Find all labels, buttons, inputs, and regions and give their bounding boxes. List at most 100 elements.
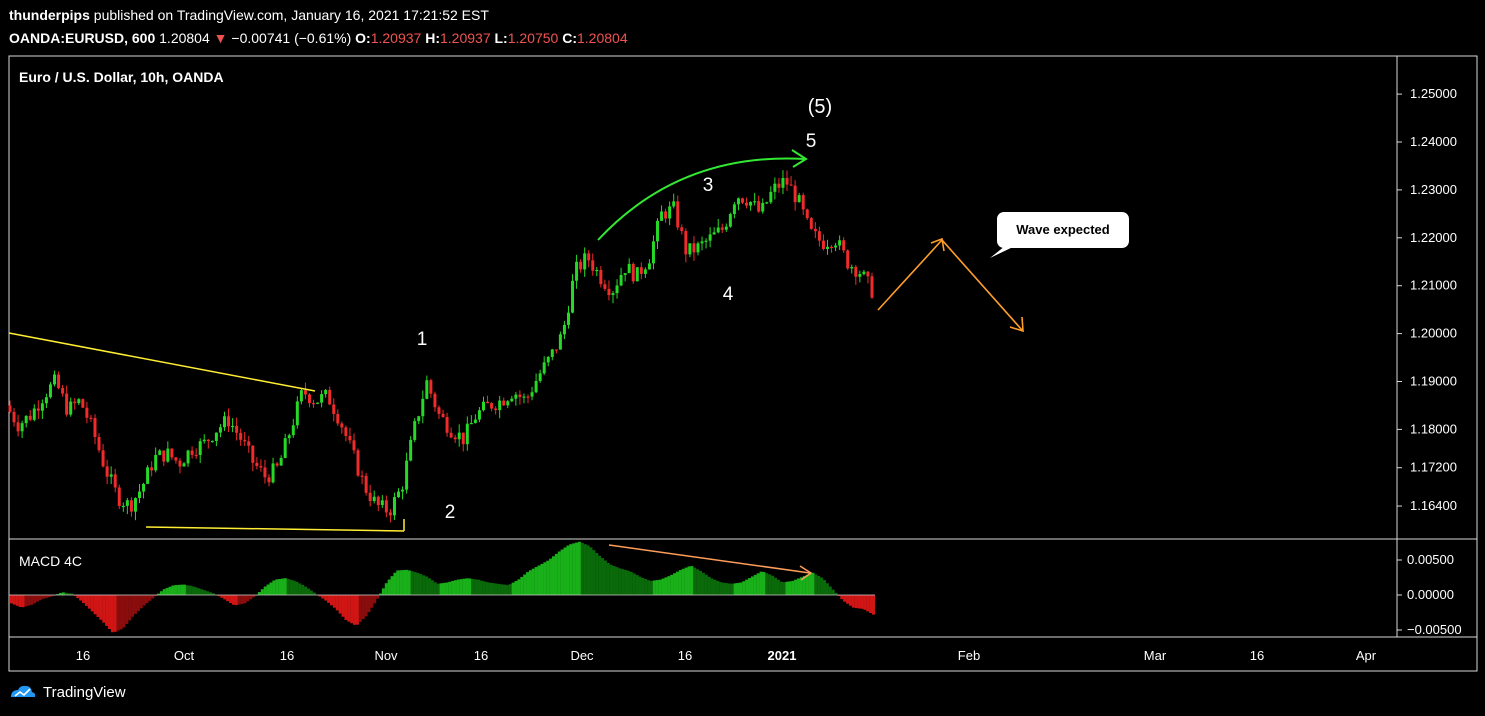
wave-label-2: 2	[445, 502, 456, 523]
time-scale[interactable]: 16 Oct 16 Nov 16 Dec 16 2021 Feb Mar 16 Apr	[76, 648, 1377, 663]
candle-body	[36, 408, 40, 411]
macd-bar	[353, 595, 357, 625]
macd-bar	[799, 577, 803, 595]
macd-bar	[650, 580, 654, 595]
time-tick-label: Apr	[1356, 648, 1377, 663]
symbol: OANDA:EURUSD, 600	[9, 30, 156, 46]
macd-bar	[425, 576, 429, 595]
candle-body	[647, 263, 651, 270]
macd-bar	[84, 595, 88, 606]
wave-label-5-degree: (5)	[808, 96, 832, 118]
tradingview-logo-icon	[11, 685, 36, 697]
macd-bar	[191, 586, 195, 595]
projection-path[interactable]	[877, 238, 1023, 331]
macd-bar	[335, 595, 339, 611]
candle-body	[615, 285, 619, 294]
candle-body	[801, 195, 805, 210]
macd-bar	[566, 545, 570, 595]
candle-body	[425, 380, 429, 399]
macd-bar	[554, 553, 558, 595]
macd-bar	[90, 595, 94, 612]
open-label: O:	[355, 30, 371, 46]
macd-bar	[260, 589, 264, 595]
branding-text: TradingView	[43, 683, 126, 701]
candle-body	[384, 500, 388, 513]
candle-body	[623, 273, 627, 275]
candle-body	[740, 198, 744, 203]
macd-bar	[33, 595, 37, 604]
macd-bar	[638, 576, 642, 595]
lower-trendline[interactable]	[145, 526, 405, 532]
candle-body	[214, 432, 218, 441]
candle-body	[789, 184, 793, 186]
macd-bar	[517, 579, 521, 595]
macd-bar	[482, 581, 486, 595]
candle-body	[332, 404, 336, 414]
wave-arc[interactable]	[597, 157, 806, 241]
time-tick-label: 16	[474, 648, 488, 663]
price-tick-label: 1.21000	[1410, 278, 1457, 293]
macd-bar	[105, 595, 109, 626]
macd-tick-label: −0.00500	[1407, 622, 1462, 637]
candle-body	[461, 432, 465, 445]
candle-body	[352, 440, 356, 451]
candle-body	[417, 416, 421, 422]
macd-bar	[21, 595, 25, 608]
candle-body	[712, 232, 716, 235]
macd-bar	[234, 595, 238, 606]
macd-bar	[324, 595, 328, 601]
candle-body	[65, 393, 69, 415]
candle-body	[198, 441, 202, 456]
upper-trendline[interactable]	[8, 332, 316, 392]
candle-body	[611, 293, 615, 296]
macd-bar	[188, 585, 192, 595]
macd-bar	[468, 578, 472, 595]
macd-scale[interactable]: 0.00500 0.00000 −0.00500	[1397, 552, 1462, 637]
macd-bar	[108, 595, 112, 630]
published-text: published on TradingView.com, January 16…	[93, 7, 489, 23]
candle-body	[668, 206, 672, 219]
macd-bar	[413, 572, 417, 595]
macd-bar	[99, 595, 103, 620]
macd-bar	[851, 595, 855, 608]
candle-body	[146, 467, 150, 484]
candle-body	[708, 234, 712, 241]
macd-bar	[655, 580, 659, 595]
macd-bar	[399, 570, 403, 595]
candle-body	[486, 401, 490, 404]
macd-bar	[857, 595, 861, 609]
candle-body	[283, 438, 287, 458]
macd-bar	[102, 595, 106, 623]
candle-body	[101, 450, 105, 467]
macd-bar	[598, 555, 602, 595]
macd-bar	[116, 595, 120, 631]
author-name[interactable]: thunderpips	[9, 7, 90, 23]
price-scale[interactable]: 1.25000 1.24000 1.23000 1.22000 1.21000 1.200…	[1397, 86, 1457, 513]
candle-body	[550, 349, 554, 357]
time-tick-label: Mar	[1144, 648, 1167, 663]
divergence-line[interactable]	[608, 544, 811, 574]
macd-bar	[742, 581, 746, 595]
macd-bar	[18, 595, 22, 607]
macd-bar	[551, 556, 555, 595]
candle-body	[842, 240, 846, 251]
macd-bar	[15, 595, 19, 606]
candle-body	[518, 394, 522, 397]
macd-bar	[180, 584, 184, 595]
macd-bar	[110, 595, 114, 633]
macd-bar	[306, 588, 310, 595]
macd-bar	[546, 560, 550, 595]
candle-body	[858, 274, 862, 277]
divergence-arrowhead-icon	[799, 565, 813, 581]
macd-bar	[534, 567, 538, 595]
candle-body	[429, 380, 433, 394]
macd-bar	[788, 581, 792, 595]
macd-bar	[53, 595, 57, 596]
candle-body	[8, 405, 12, 412]
macd-bar	[263, 586, 267, 595]
wave-expected-callout[interactable]: Wave expected	[990, 212, 1129, 258]
candle-body	[538, 373, 542, 381]
candle-body	[607, 288, 611, 296]
tradingview-branding[interactable]: TradingView	[9, 683, 126, 701]
